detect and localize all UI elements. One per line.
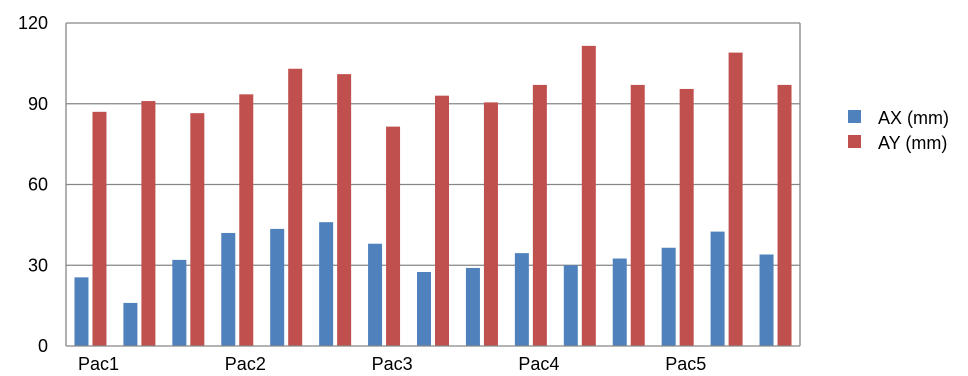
- x-tick-label: Pac1: [78, 354, 119, 374]
- bar-ax: [514, 253, 529, 346]
- bar-ax: [612, 258, 627, 346]
- axes: [65, 23, 801, 347]
- bar-ax: [368, 243, 383, 346]
- bar-ax: [759, 254, 774, 346]
- bar-ax: [270, 228, 285, 346]
- bar-ax: [563, 265, 578, 346]
- bar-ay: [288, 68, 303, 346]
- legend-swatch: [848, 135, 861, 148]
- bar-ax: [661, 247, 676, 346]
- y-tick-label: 60: [28, 175, 48, 195]
- bar-ay: [728, 52, 743, 346]
- bar-ax: [465, 267, 480, 346]
- bar-ay: [190, 113, 205, 346]
- bars: [74, 45, 792, 347]
- x-tick-label: Pac5: [665, 354, 706, 374]
- bar-ay: [92, 111, 107, 346]
- legend-swatch: [848, 110, 861, 123]
- bar-ay: [141, 101, 156, 346]
- bar-ax: [74, 277, 89, 346]
- y-tick-label: 90: [28, 94, 48, 114]
- y-tick-label: 30: [28, 255, 48, 275]
- bar-ay: [581, 45, 596, 347]
- x-axis-tick-labels: Pac1 Pac2 Pac3 Pac4 Pac5: [78, 354, 706, 374]
- legend-label: AX (mm): [878, 108, 949, 128]
- bar-ax: [417, 271, 431, 346]
- bar-ax: [319, 222, 334, 346]
- bar-ax: [172, 259, 187, 346]
- legend: AX (mm) AY (mm): [848, 108, 949, 153]
- bar-ay: [386, 126, 401, 346]
- bar-ay: [337, 74, 352, 347]
- bar-ax: [710, 231, 725, 346]
- bar-ax: [221, 232, 236, 346]
- bar-ay: [483, 102, 498, 346]
- bar-ay: [679, 88, 694, 346]
- y-axis-tick-labels: 0 30 60 90 120: [18, 13, 48, 356]
- bar-ay: [239, 94, 254, 347]
- bar-ax: [123, 302, 138, 346]
- bar-ay: [630, 84, 645, 347]
- gridlines: [66, 22, 800, 266]
- bar-ay: [532, 84, 547, 347]
- bar-ay: [435, 95, 449, 346]
- x-tick-label: Pac3: [372, 354, 413, 374]
- legend-label: AY (mm): [878, 133, 947, 153]
- x-tick-label: Pac4: [518, 354, 559, 374]
- y-tick-label: 0: [38, 336, 48, 356]
- x-tick-label: Pac2: [225, 354, 266, 374]
- y-tick-label: 120: [18, 13, 48, 33]
- bar-ay: [777, 84, 792, 347]
